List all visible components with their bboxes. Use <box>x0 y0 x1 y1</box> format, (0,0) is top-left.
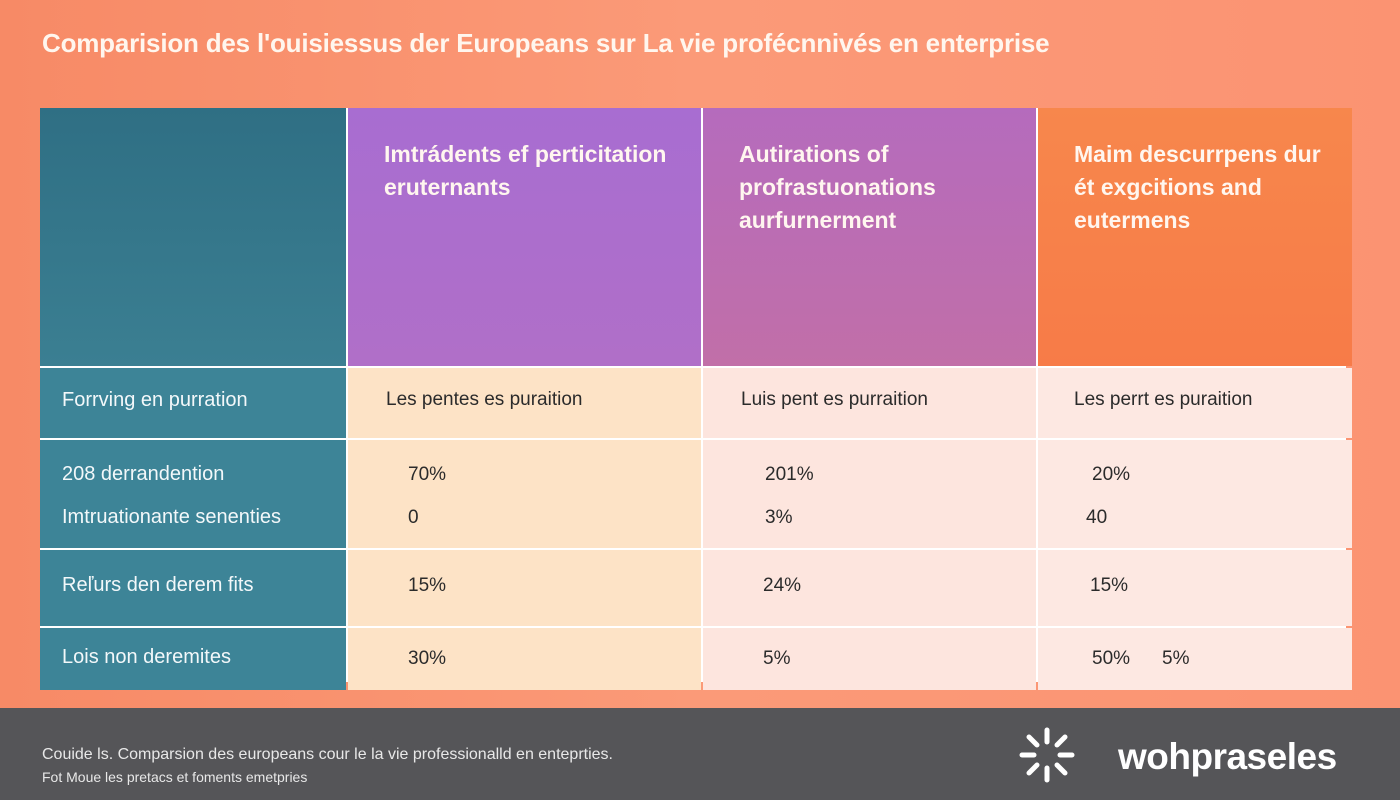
table-cell: 30% <box>348 628 701 690</box>
cell-value: Luis pent es purraition <box>741 389 928 410</box>
cell-value: 3% <box>765 507 793 528</box>
footer-bar: Couide ls. Comparsion des europeans cour… <box>0 708 1400 800</box>
cell-value: 5% <box>763 648 791 669</box>
cell-value-extra: 5% <box>1162 648 1190 669</box>
row-2-label-cell: 208 derrandention Imtruationante senenti… <box>40 440 346 548</box>
cell-value: 40 <box>1086 507 1108 528</box>
cell-value: 15% <box>1090 575 1129 596</box>
row-1-label-cell: Forrving en purration <box>40 368 346 438</box>
table-cell: 24% <box>703 550 1036 626</box>
cell-value: 70% <box>408 464 447 485</box>
row-2-label-b: Imtruationante senenties <box>62 506 282 528</box>
row-3-label-cell: Reľurs den derem fits <box>40 550 346 626</box>
table-cell: 201% 3% <box>703 440 1036 548</box>
cell-value: 15% <box>408 575 447 596</box>
cell-value: Les perrt es puraition <box>1074 389 1253 410</box>
table-cell: Les pentes es puraition <box>348 368 701 438</box>
brand-logo-text: wohpraseles <box>1118 736 1337 777</box>
cell-value: 20% <box>1092 464 1131 485</box>
footer-source: Fot Moue les pretacs et foments emetprie… <box>42 769 308 785</box>
table-cell: 50% 5% <box>1038 628 1352 690</box>
sparkle-icon <box>1019 727 1075 783</box>
table-cell: 70% 0 <box>348 440 701 548</box>
table-cell: 5% <box>703 628 1036 690</box>
table-cell: Luis pent es purraition <box>703 368 1036 438</box>
column-header-3: Maim descurrpens dur ét exgcitions and e… <box>1038 108 1352 366</box>
row-4-label: Lois non deremites <box>62 646 231 668</box>
cell-value: 50% <box>1092 648 1131 669</box>
cell-value: 201% <box>765 464 814 485</box>
header-corner-cell <box>40 108 346 366</box>
row-3-label: Reľurs den derem fits <box>62 574 254 596</box>
table-cell: 15% <box>1038 550 1352 626</box>
column-header-2: Autirations of profrastuonations aurfurn… <box>703 108 1036 366</box>
column-header-3-label: Maim descurrpens dur ét exgcitions and e… <box>1074 141 1321 233</box>
column-header-2-label: Autirations of profrastuonations aurfurn… <box>739 141 936 233</box>
row-1-label: Forrving en purration <box>62 389 248 411</box>
row-4-label-cell: Lois non deremites <box>40 628 346 690</box>
row-2-label-a: 208 derrandention <box>62 463 225 485</box>
column-header-1: Imtrádents ef perticitation eruternants <box>348 108 701 366</box>
cell-value: 0 <box>408 507 419 528</box>
page-title: Comparision des l'ouisiessus der Europea… <box>42 28 1050 58</box>
column-header-1-label: Imtrádents ef perticitation eruternants <box>384 141 667 200</box>
table-cell: Les perrt es puraition <box>1038 368 1352 438</box>
cell-value: 24% <box>763 575 802 596</box>
table-cell: 20% 40 <box>1038 440 1352 548</box>
cell-value: 30% <box>408 648 447 669</box>
cell-value: Les pentes es puraition <box>386 389 583 410</box>
table-cell: 15% <box>348 550 701 626</box>
comparison-table: Imtrádents ef perticitation eruternants … <box>40 108 1352 690</box>
footer-caption: Couide ls. Comparsion des europeans cour… <box>42 746 613 763</box>
